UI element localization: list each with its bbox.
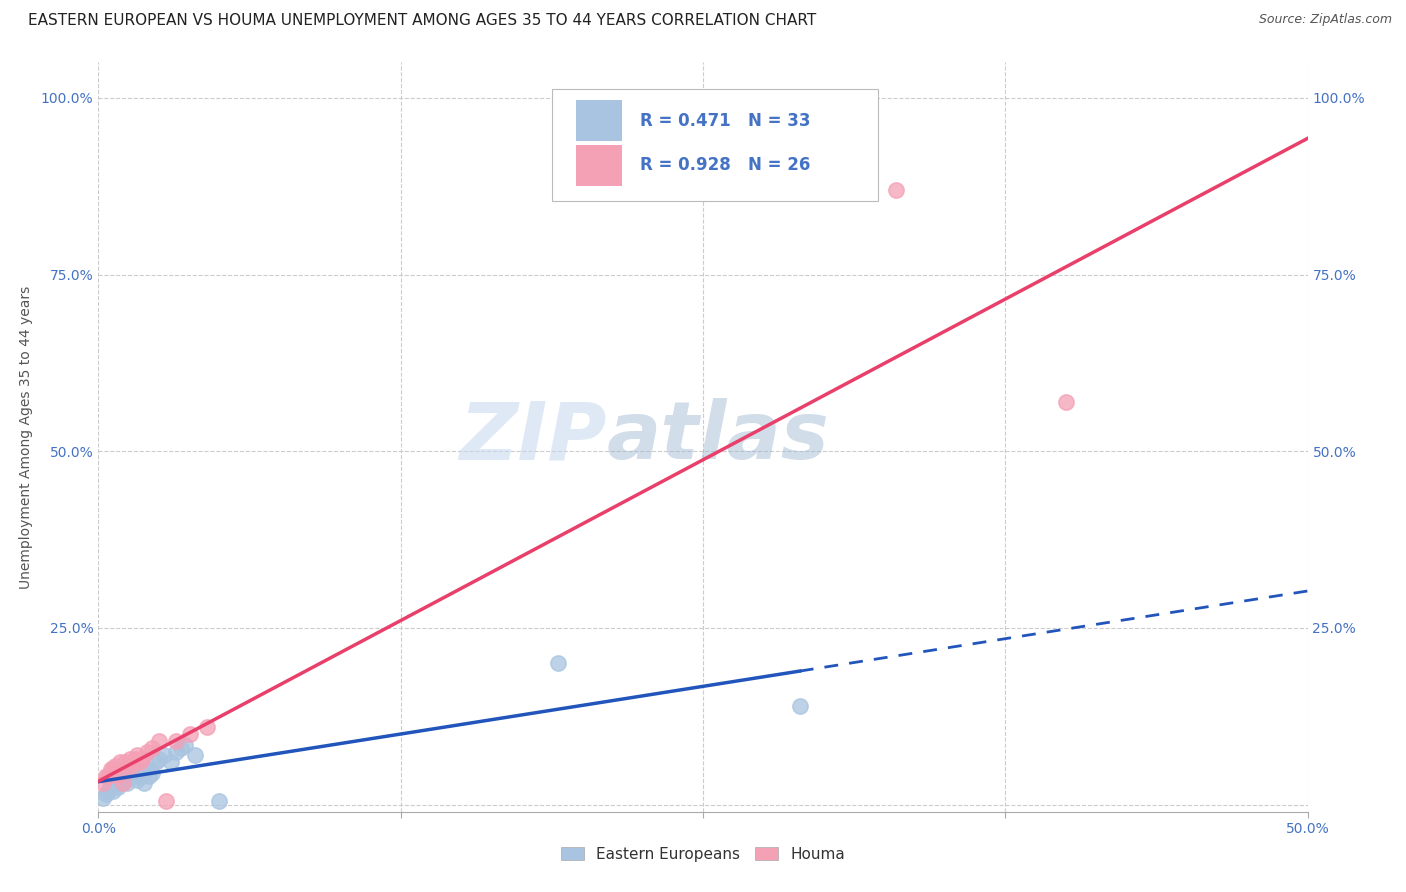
Legend: Eastern Europeans, Houma: Eastern Europeans, Houma bbox=[555, 840, 851, 868]
Point bbox=[135, 745, 157, 759]
Point bbox=[108, 776, 131, 790]
Point bbox=[117, 776, 139, 790]
Point bbox=[128, 769, 150, 783]
Point bbox=[100, 762, 122, 776]
Point bbox=[165, 734, 187, 748]
Point bbox=[169, 741, 191, 756]
Point bbox=[117, 758, 139, 772]
FancyBboxPatch shape bbox=[576, 145, 621, 186]
Point bbox=[94, 787, 117, 801]
Text: Source: ZipAtlas.com: Source: ZipAtlas.com bbox=[1258, 13, 1392, 27]
Point bbox=[155, 794, 177, 808]
Point bbox=[91, 776, 114, 790]
Point bbox=[131, 769, 153, 783]
Point bbox=[100, 780, 122, 794]
Point bbox=[104, 776, 127, 790]
Point bbox=[121, 758, 143, 772]
Point bbox=[160, 756, 183, 770]
Point bbox=[101, 783, 124, 797]
Point bbox=[118, 752, 141, 766]
Point bbox=[114, 756, 136, 770]
Point bbox=[184, 748, 207, 763]
Point bbox=[127, 748, 149, 763]
FancyBboxPatch shape bbox=[576, 100, 621, 141]
Point bbox=[138, 769, 160, 783]
Point bbox=[131, 752, 153, 766]
Point bbox=[94, 769, 117, 783]
Point bbox=[148, 752, 170, 766]
Point bbox=[108, 756, 131, 770]
Point bbox=[128, 756, 150, 770]
Point bbox=[195, 720, 218, 734]
Point bbox=[124, 762, 146, 776]
Point bbox=[101, 762, 124, 776]
Point bbox=[179, 727, 201, 741]
Point bbox=[114, 772, 136, 787]
Point bbox=[1054, 394, 1077, 409]
FancyBboxPatch shape bbox=[551, 88, 879, 201]
Point bbox=[107, 780, 129, 794]
Point bbox=[148, 734, 170, 748]
Point bbox=[107, 769, 129, 783]
Point bbox=[124, 752, 146, 766]
Point bbox=[118, 769, 141, 783]
Point bbox=[127, 772, 149, 787]
Point bbox=[91, 790, 114, 805]
Point bbox=[135, 762, 157, 776]
Point bbox=[111, 776, 134, 790]
Point bbox=[97, 783, 120, 797]
Text: ZIP: ZIP bbox=[458, 398, 606, 476]
Point bbox=[141, 765, 163, 780]
Point bbox=[145, 756, 167, 770]
Text: atlas: atlas bbox=[606, 398, 830, 476]
Text: R = 0.471   N = 33: R = 0.471 N = 33 bbox=[640, 112, 811, 129]
Text: EASTERN EUROPEAN VS HOUMA UNEMPLOYMENT AMONG AGES 35 TO 44 YEARS CORRELATION CHA: EASTERN EUROPEAN VS HOUMA UNEMPLOYMENT A… bbox=[28, 13, 817, 29]
Point bbox=[174, 738, 197, 752]
Point bbox=[134, 776, 156, 790]
Point bbox=[97, 769, 120, 783]
Point bbox=[208, 794, 231, 808]
Point bbox=[789, 698, 811, 713]
Text: R = 0.928   N = 26: R = 0.928 N = 26 bbox=[640, 156, 810, 175]
Point bbox=[104, 758, 127, 772]
Point bbox=[121, 769, 143, 783]
Point bbox=[141, 741, 163, 756]
Point bbox=[100, 776, 122, 790]
Point bbox=[111, 769, 134, 783]
Point bbox=[547, 657, 569, 671]
Point bbox=[165, 745, 187, 759]
Point bbox=[886, 183, 908, 197]
Point bbox=[152, 748, 174, 763]
Y-axis label: Unemployment Among Ages 35 to 44 years: Unemployment Among Ages 35 to 44 years bbox=[18, 285, 32, 589]
